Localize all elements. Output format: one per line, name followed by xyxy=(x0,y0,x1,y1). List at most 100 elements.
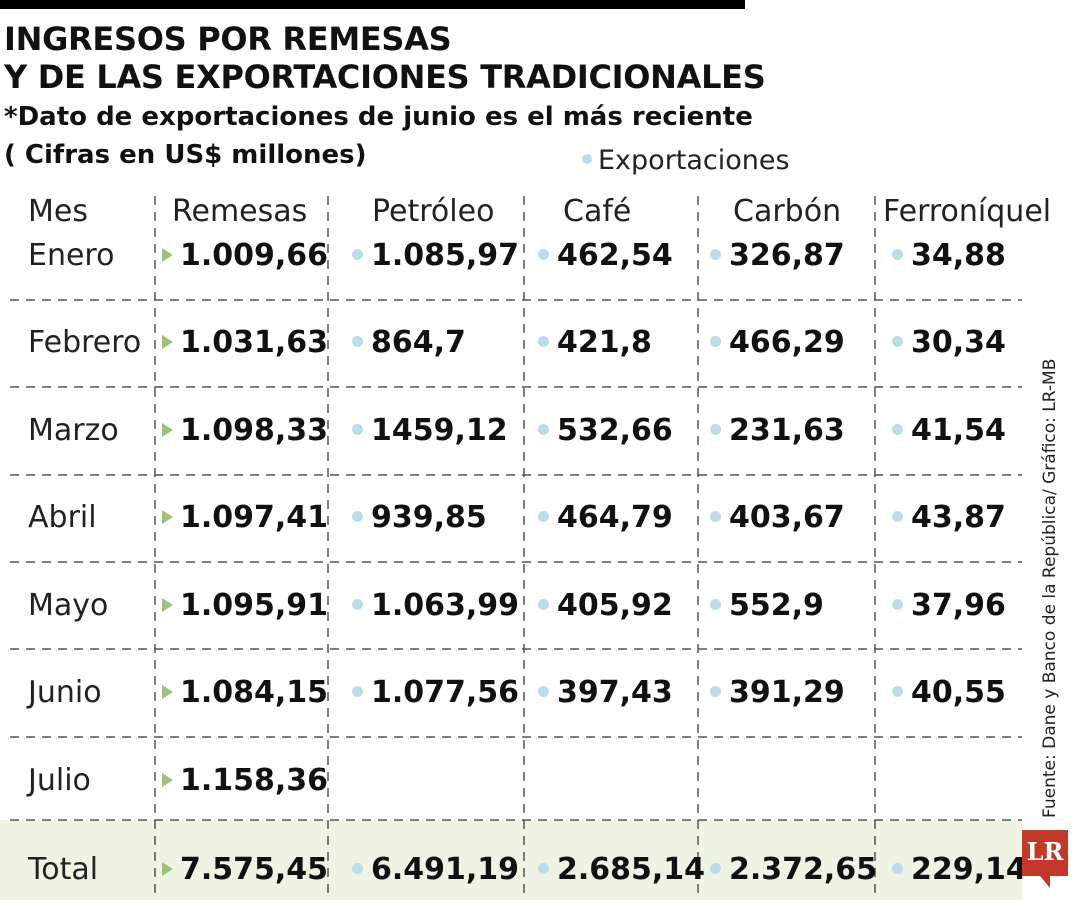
source-note: Fuente: Dane y Banco de la República/ Gr… xyxy=(1040,358,1060,818)
table-cell: 34,88 xyxy=(892,238,1006,273)
export-marker-icon xyxy=(710,511,721,522)
table-cell: 1.085,97 xyxy=(352,238,519,273)
export-marker-icon xyxy=(710,686,721,697)
export-marker-icon xyxy=(352,336,363,347)
export-marker-icon xyxy=(538,424,549,435)
cell-value: 405,92 xyxy=(557,588,673,623)
cell-value: 1.009,66 xyxy=(180,238,329,273)
remesas-marker-icon xyxy=(162,684,173,699)
cell-value: 1.158,36 xyxy=(180,763,329,798)
table-cell: 405,92 xyxy=(538,588,673,623)
cell-value: 1.098,33 xyxy=(180,413,329,448)
row-label: Julio xyxy=(28,763,91,798)
table-cell: 30,34 xyxy=(892,325,1006,360)
chart-subtitle: *Dato de exportaciones de junio es el má… xyxy=(4,102,753,132)
lr-logo: LR xyxy=(1022,830,1068,876)
export-marker-icon xyxy=(352,686,363,697)
row-label: Abril xyxy=(28,500,97,535)
column-header: Petróleo xyxy=(372,194,495,229)
table-cell: 939,85 xyxy=(352,500,487,535)
cell-value: 939,85 xyxy=(371,500,487,535)
export-marker-icon xyxy=(892,863,903,874)
table-cell: 43,87 xyxy=(892,500,1006,535)
table-cell: 1.097,41 xyxy=(162,500,328,535)
table-cell: 1459,12 xyxy=(352,413,508,448)
table-cell: 1.063,99 xyxy=(352,588,519,623)
table-cell: 40,55 xyxy=(892,675,1006,710)
cell-value: 464,79 xyxy=(557,500,673,535)
column-header: Carbón xyxy=(733,194,842,229)
cell-value: 466,29 xyxy=(729,325,845,360)
table-cell: 403,67 xyxy=(710,500,845,535)
table-cell: 1.084,15 xyxy=(162,675,328,710)
cell-value: 397,43 xyxy=(557,675,673,710)
cell-value: 1.085,97 xyxy=(371,238,520,273)
cell-value: 462,54 xyxy=(557,238,673,273)
table-cell: 464,79 xyxy=(538,500,673,535)
export-marker-icon xyxy=(538,686,549,697)
table-cell: 326,87 xyxy=(710,238,845,273)
legend-dot-icon xyxy=(582,153,592,164)
cell-value: 7.575,45 xyxy=(180,852,329,887)
table-cell: 552,9 xyxy=(710,588,824,623)
export-marker-icon xyxy=(892,686,903,697)
cell-value: 403,67 xyxy=(729,500,845,535)
export-marker-icon xyxy=(892,336,903,347)
export-marker-icon xyxy=(538,336,549,347)
cell-value: 532,66 xyxy=(557,413,673,448)
export-marker-icon xyxy=(352,599,363,610)
export-marker-icon xyxy=(710,599,721,610)
column-header: Remesas xyxy=(172,194,308,229)
export-marker-icon xyxy=(538,863,549,874)
export-marker-icon xyxy=(352,424,363,435)
cell-value: 30,34 xyxy=(911,325,1006,360)
cell-value: 43,87 xyxy=(911,500,1006,535)
row-label: Total xyxy=(28,852,99,887)
table-cell: 462,54 xyxy=(538,238,673,273)
table-cell: 37,96 xyxy=(892,588,1006,623)
units-note: ( Cifras en US$ millones) xyxy=(4,140,367,170)
export-marker-icon xyxy=(710,249,721,260)
row-label: Junio xyxy=(28,675,102,710)
cell-value: 40,55 xyxy=(911,675,1006,710)
table-cell: 6.491,19 xyxy=(352,852,519,887)
table-cell: 1.031,63 xyxy=(162,325,328,360)
cell-value: 2.685,14 xyxy=(557,852,706,887)
export-marker-icon xyxy=(710,863,721,874)
chart-title: INGRESOS POR REMESAS Y DE LAS EXPORTACIO… xyxy=(4,20,766,96)
row-label: Marzo xyxy=(28,413,119,448)
remesas-marker-icon xyxy=(162,772,173,787)
cell-value: 231,63 xyxy=(729,413,845,448)
cell-value: 1459,12 xyxy=(371,413,508,448)
cell-value: 37,96 xyxy=(911,588,1006,623)
table-cell: 41,54 xyxy=(892,413,1006,448)
remesas-marker-icon xyxy=(162,334,173,349)
legend: Exportaciones xyxy=(582,145,790,176)
table-cell: 231,63 xyxy=(710,413,845,448)
column-header: Mes xyxy=(28,194,88,229)
table-cell: 1.158,36 xyxy=(162,763,328,798)
lr-logo-tail xyxy=(1040,876,1050,888)
remesas-marker-icon xyxy=(162,509,173,524)
export-marker-icon xyxy=(892,249,903,260)
cell-value: 864,7 xyxy=(371,325,466,360)
row-label: Enero xyxy=(28,238,115,273)
cell-value: 1.084,15 xyxy=(180,675,329,710)
remesas-marker-icon xyxy=(162,247,173,262)
export-marker-icon xyxy=(538,599,549,610)
cell-value: 1.063,99 xyxy=(371,588,520,623)
remesas-marker-icon xyxy=(162,597,173,612)
cell-value: 391,29 xyxy=(729,675,845,710)
cell-value: 421,8 xyxy=(557,325,652,360)
cell-value: 2.372,65 xyxy=(729,852,878,887)
export-marker-icon xyxy=(538,511,549,522)
cell-value: 1.077,56 xyxy=(371,675,520,710)
export-marker-icon xyxy=(892,511,903,522)
table-cell: 1.077,56 xyxy=(352,675,519,710)
legend-label: Exportaciones xyxy=(598,145,790,176)
table-cell: 532,66 xyxy=(538,413,673,448)
table-cell: 2.372,65 xyxy=(710,852,877,887)
title-line-2: Y DE LAS EXPORTACIONES TRADICIONALES xyxy=(4,58,766,96)
row-label: Mayo xyxy=(28,588,109,623)
